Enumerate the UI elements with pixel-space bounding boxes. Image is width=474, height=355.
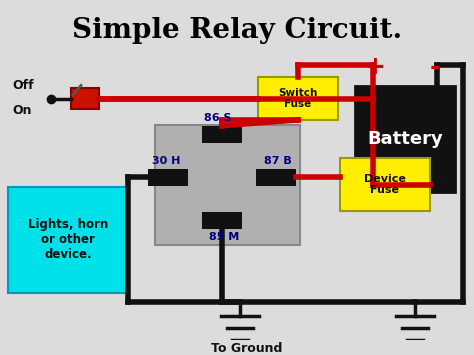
Text: 86 S: 86 S — [204, 113, 232, 123]
Bar — [340, 158, 430, 211]
Text: Simple Relay Circuit.: Simple Relay Circuit. — [72, 17, 402, 44]
Text: 30 H: 30 H — [152, 156, 180, 166]
Bar — [355, 86, 455, 192]
Bar — [8, 187, 128, 293]
Bar — [155, 125, 300, 245]
Bar — [148, 169, 188, 186]
Text: 87 B: 87 B — [264, 156, 292, 166]
Text: 85 M: 85 M — [209, 232, 239, 242]
Bar — [258, 77, 338, 120]
Text: Battery: Battery — [367, 130, 443, 148]
Text: Lights, horn
or other
device.: Lights, horn or other device. — [28, 218, 108, 261]
Text: Switch
Fuse: Switch Fuse — [278, 87, 318, 109]
Bar — [256, 169, 296, 186]
Text: -: - — [430, 55, 440, 79]
Text: To Ground: To Ground — [211, 342, 283, 355]
Bar — [71, 88, 99, 109]
Text: +: + — [365, 55, 385, 79]
Bar — [202, 126, 242, 143]
Text: Device
Fuse: Device Fuse — [364, 174, 406, 195]
Bar — [202, 212, 242, 229]
Text: On: On — [12, 104, 31, 117]
Text: Off: Off — [12, 79, 34, 92]
